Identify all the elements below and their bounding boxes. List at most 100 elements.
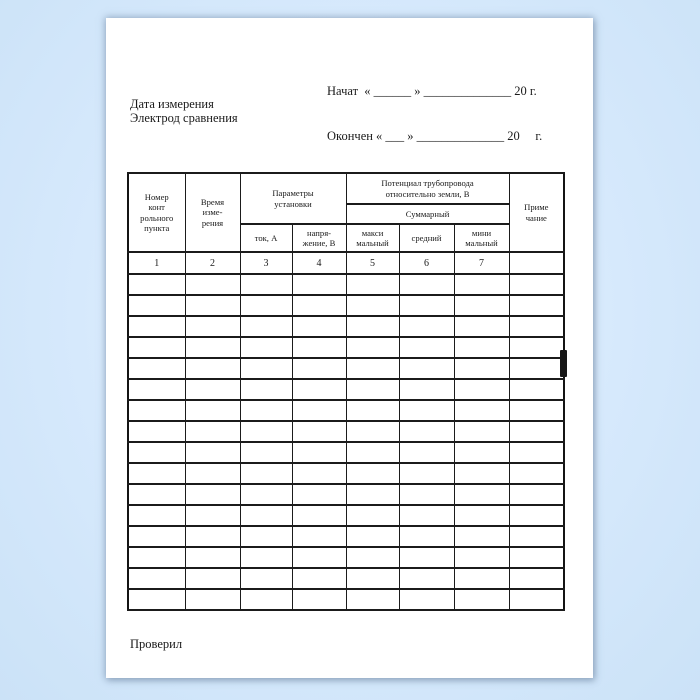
table-cell xyxy=(239,504,293,527)
finished-line: Окончен « ___ » ______________ 20 г. xyxy=(327,129,543,143)
table-cell xyxy=(453,315,510,338)
table-cell xyxy=(239,357,293,380)
table-cell xyxy=(239,588,293,611)
table-row xyxy=(127,483,565,506)
table-cell xyxy=(291,441,347,464)
measurement-table-container: Номер конт рольного пункта Время изме- р… xyxy=(127,172,566,611)
table-cell xyxy=(345,420,400,443)
table-cell xyxy=(239,420,293,443)
table-cell xyxy=(508,588,565,611)
table-cell xyxy=(345,273,400,296)
column-number-cell: 1 xyxy=(127,251,186,275)
col-header-total: Суммарный xyxy=(345,203,510,225)
col-header-current: ток, А xyxy=(239,223,293,253)
table-cell xyxy=(291,504,347,527)
table-cell xyxy=(508,315,565,338)
table-cell xyxy=(453,588,510,611)
col-header-potential-group: Потенциал трубопровода относительно земл… xyxy=(345,172,510,205)
table-cell xyxy=(398,315,455,338)
table-cell xyxy=(127,294,186,317)
table-cell xyxy=(453,546,510,569)
table-cell xyxy=(508,483,565,506)
table-cell xyxy=(453,525,510,548)
table-cell xyxy=(184,567,241,590)
table-cell xyxy=(398,420,455,443)
header-row-summary: Суммарный xyxy=(128,203,564,225)
col-header-voltage: напря- жение, В xyxy=(291,223,347,253)
table-row xyxy=(127,378,565,401)
table-cell xyxy=(291,336,347,359)
header-row-subcolumns: ток, А напря- жение, В макси мальный сре… xyxy=(128,223,564,253)
scan-artifact-mark xyxy=(560,350,567,377)
table-cell xyxy=(127,399,186,422)
table-cell xyxy=(345,483,400,506)
table-cell xyxy=(127,567,186,590)
table-cell xyxy=(345,315,400,338)
column-number-cell: 2 xyxy=(184,251,241,275)
table-cell xyxy=(239,273,293,296)
measurement-table: Номер конт рольного пункта Время изме- р… xyxy=(127,172,566,611)
table-cell xyxy=(345,462,400,485)
table-cell xyxy=(127,273,186,296)
table-cell xyxy=(508,462,565,485)
table-cell xyxy=(508,294,565,317)
table-row xyxy=(127,525,565,548)
table-cell xyxy=(184,525,241,548)
table-row xyxy=(127,315,565,338)
table-cell xyxy=(239,462,293,485)
table-cell xyxy=(239,525,293,548)
checked-by-label: Проверил xyxy=(130,637,183,651)
table-cell xyxy=(291,399,347,422)
table-cell xyxy=(291,420,347,443)
table-cell xyxy=(345,567,400,590)
table-cell xyxy=(239,399,293,422)
table-cell xyxy=(127,441,186,464)
column-number-cell: 6 xyxy=(398,251,455,275)
col-header-note: Приме чание xyxy=(508,172,565,253)
table-cell xyxy=(184,378,241,401)
table-cell xyxy=(291,546,347,569)
table-cell xyxy=(345,399,400,422)
col-header-measurement-time: Время изме- рения xyxy=(184,172,241,253)
col-header-maximum: макси мальный xyxy=(345,223,400,253)
table-cell xyxy=(398,294,455,317)
table-cell xyxy=(291,588,347,611)
table-cell xyxy=(239,336,293,359)
table-cell xyxy=(239,546,293,569)
col-header-average: средний xyxy=(398,223,455,253)
table-cell xyxy=(453,378,510,401)
table-cell xyxy=(184,483,241,506)
table-cell xyxy=(291,294,347,317)
table-cell xyxy=(453,294,510,317)
table-cell xyxy=(291,462,347,485)
table-cell xyxy=(239,567,293,590)
form-labels-block: Дата измерения Электрод сравнения xyxy=(130,97,238,125)
table-cell xyxy=(184,588,241,611)
col-header-point-number: Номер конт рольного пункта xyxy=(127,172,186,253)
table-row xyxy=(127,504,565,527)
column-number-cell: 4 xyxy=(291,251,347,275)
table-cell xyxy=(508,399,565,422)
table-cell xyxy=(453,567,510,590)
table-cell xyxy=(508,546,565,569)
table-row xyxy=(127,546,565,569)
table-cell xyxy=(345,378,400,401)
table-row xyxy=(127,588,565,611)
table-cell xyxy=(291,273,347,296)
table-cell xyxy=(127,336,186,359)
table-cell xyxy=(345,504,400,527)
form-dates-block: Начат « ______ » ______________ 20 г. Ок… xyxy=(327,54,542,174)
header-row-groups: Номер конт рольного пункта Время изме- р… xyxy=(127,172,565,253)
table-row xyxy=(127,567,565,590)
table-cell xyxy=(127,588,186,611)
table-cell xyxy=(184,441,241,464)
table-cell xyxy=(291,567,347,590)
table-cell xyxy=(127,420,186,443)
paper-sheet: Начат « ______ » ______________ 20 г. Ок… xyxy=(106,18,593,678)
reference-electrode-label: Электрод сравнения xyxy=(130,111,238,125)
table-cell xyxy=(184,399,241,422)
measurement-date-label: Дата измерения xyxy=(130,97,214,111)
table-cell xyxy=(345,294,400,317)
